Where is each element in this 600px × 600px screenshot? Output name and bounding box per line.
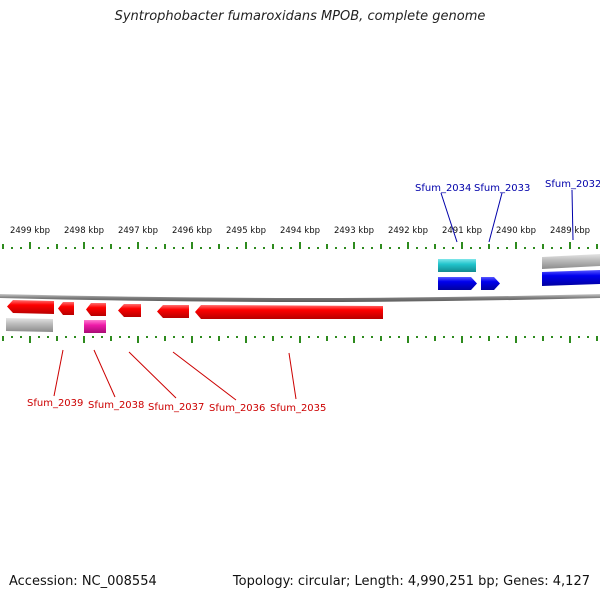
scale-labels: 2499 kbp 2498 kbp 2497 kbp 2496 kbp 2495 kbp…	[10, 226, 590, 236]
label-sfum-2033: Sfum_2033	[474, 183, 530, 194]
gene-sfum-2038[interactable]	[86, 303, 106, 316]
kbp-label: 2498 kbp	[64, 226, 104, 236]
kbp-label: 2489 kbp	[550, 226, 590, 236]
gene-sfum-2036[interactable]	[157, 305, 189, 318]
label-sfum-2032: Sfum_2032	[545, 179, 600, 190]
label-sfum-2034: Sfum_2034	[415, 183, 471, 194]
gene-sfum-2034[interactable]	[438, 259, 476, 272]
kbp-label: 2493 kbp	[334, 226, 374, 236]
label-sfum-2037: Sfum_2037	[148, 402, 204, 413]
label-sfum-2036: Sfum_2036	[209, 403, 265, 414]
kbp-label: 2492 kbp	[388, 226, 428, 236]
label-leaders	[53, 189, 574, 401]
label-sfum-2038: Sfum_2038	[88, 400, 144, 411]
kbp-label: 2499 kbp	[10, 226, 50, 236]
kbp-label: 2491 kbp	[442, 226, 482, 236]
upper-scale-ticks	[2, 242, 598, 249]
kbp-label: 2490 kbp	[496, 226, 536, 236]
forward-strand-genes	[438, 254, 600, 290]
genome-backbone	[0, 294, 600, 302]
gene-sfum-2033b[interactable]	[481, 277, 500, 290]
gene-magenta-reverse[interactable]	[84, 320, 106, 333]
gene-sfum-2035[interactable]	[195, 305, 383, 319]
lower-scale-ticks	[2, 336, 598, 343]
reverse-strand-genes	[6, 300, 383, 333]
gene-sfum-2039[interactable]	[7, 300, 54, 314]
kbp-label: 2497 kbp	[118, 226, 158, 236]
map-title: Syntrophobacter fumaroxidans MPOB, compl…	[114, 9, 486, 24]
label-sfum-2039: Sfum_2039	[27, 398, 83, 409]
gene-sfum-2037[interactable]	[118, 304, 141, 317]
gene-gray-reverse[interactable]	[6, 318, 53, 332]
kbp-label: 2494 kbp	[280, 226, 320, 236]
topology-text: Topology: circular; Length: 4,990,251 bp…	[232, 574, 590, 589]
kbp-label: 2495 kbp	[226, 226, 266, 236]
gene-sfum-2039b[interactable]	[58, 302, 74, 315]
accession-text: Accession: NC_008554	[9, 574, 157, 589]
gene-sfum-2032[interactable]	[542, 270, 600, 286]
gene-gray-forward[interactable]	[542, 254, 600, 269]
label-sfum-2035: Sfum_2035	[270, 403, 326, 414]
kbp-label: 2496 kbp	[172, 226, 212, 236]
gene-sfum-2033a[interactable]	[438, 277, 477, 290]
